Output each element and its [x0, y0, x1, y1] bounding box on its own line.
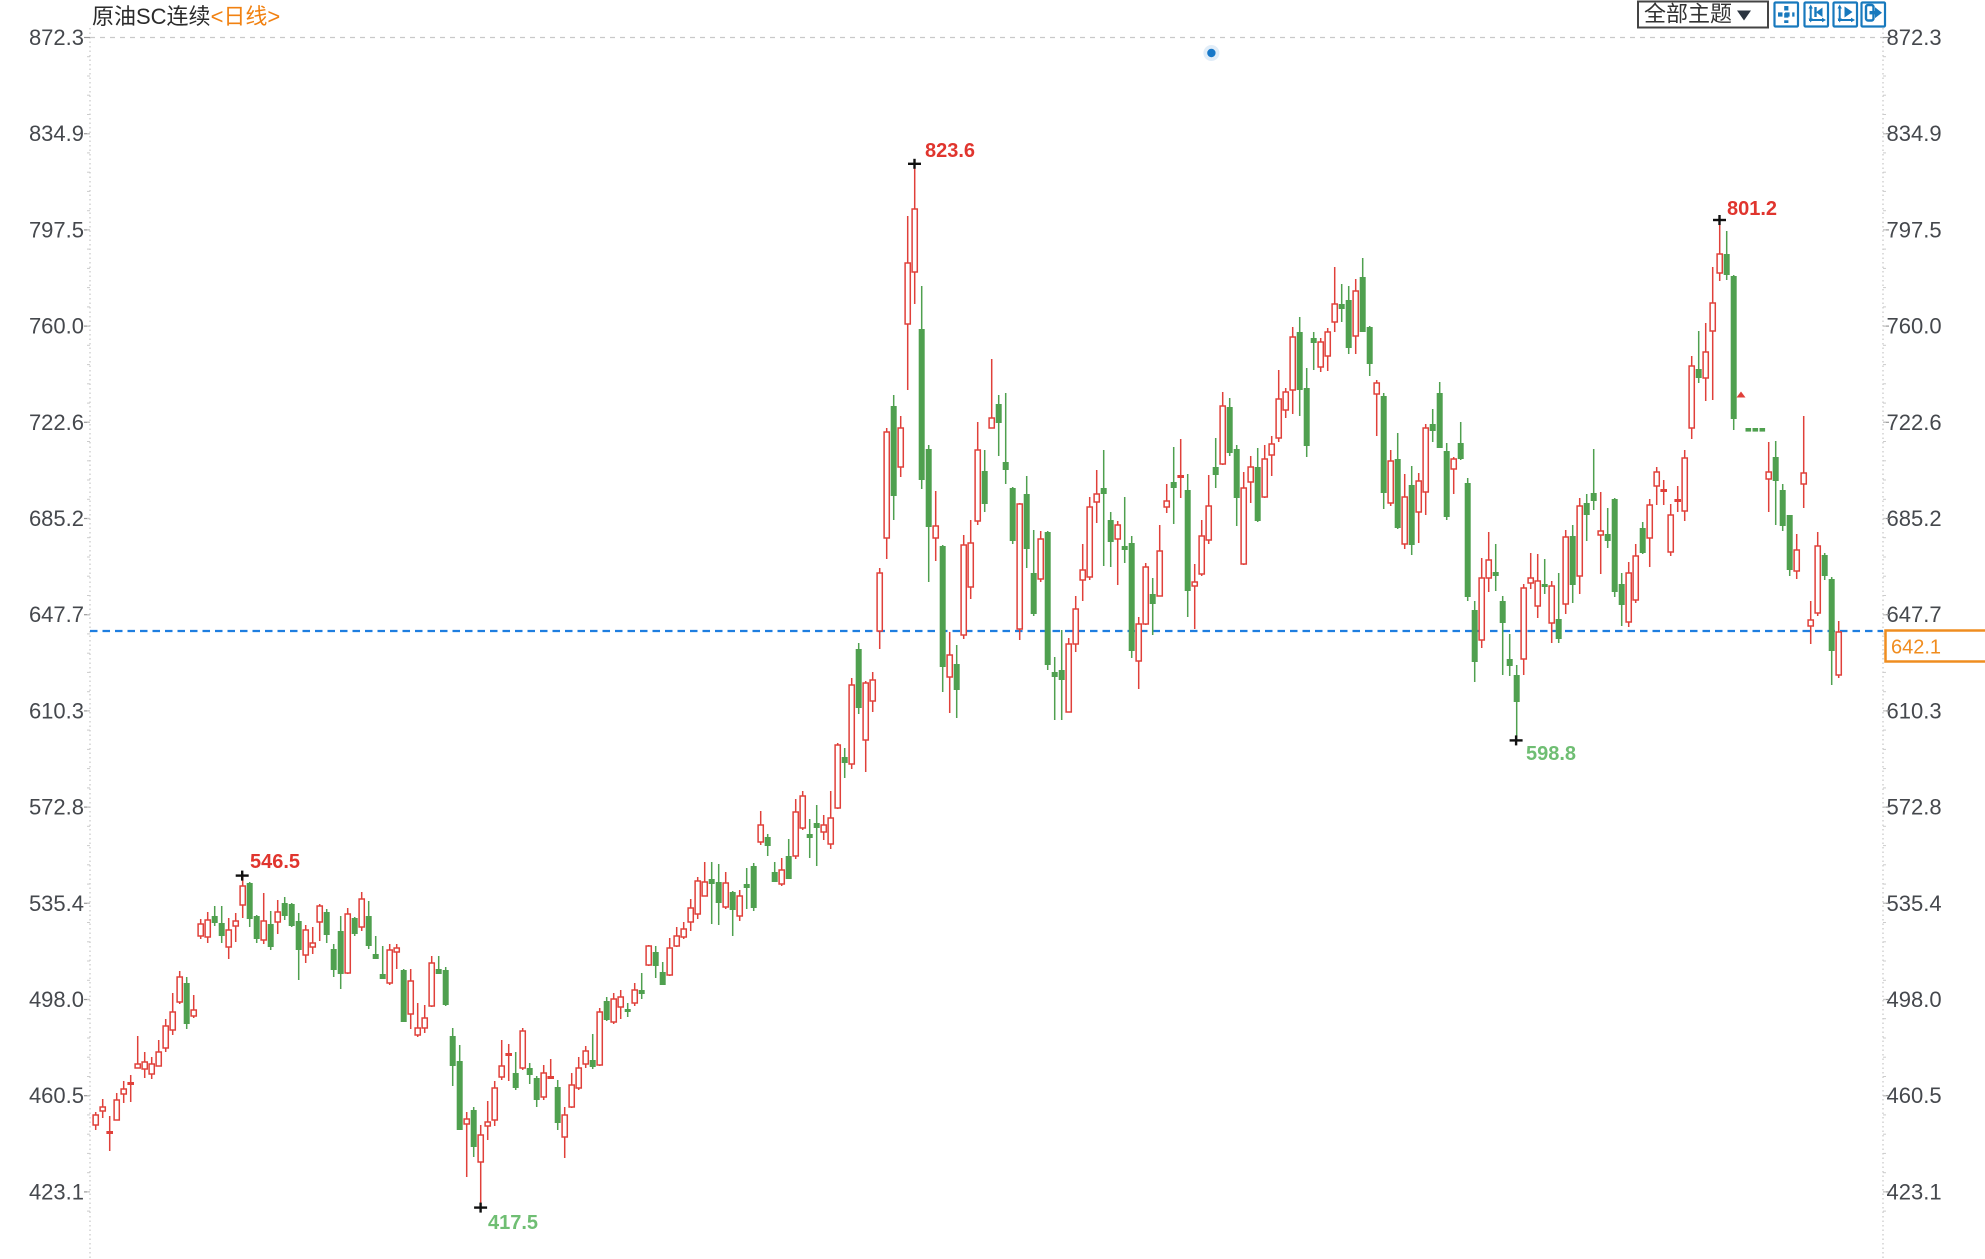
svg-text:834.9: 834.9 — [1887, 121, 1942, 146]
svg-text:610.3: 610.3 — [1887, 698, 1942, 723]
svg-text:546.5: 546.5 — [250, 851, 300, 873]
svg-text:647.7: 647.7 — [1887, 602, 1942, 627]
svg-text:572.8: 572.8 — [29, 795, 84, 820]
svg-text:全部主题: 全部主题 — [1644, 2, 1732, 27]
svg-text:423.1: 423.1 — [1887, 1179, 1942, 1204]
svg-text:417.5: 417.5 — [488, 1212, 538, 1234]
svg-text:642.1: 642.1 — [1891, 637, 1941, 659]
svg-text:647.7: 647.7 — [29, 602, 84, 627]
svg-text:572.8: 572.8 — [1887, 795, 1942, 820]
svg-text:823.6: 823.6 — [925, 140, 975, 162]
svg-text:685.2: 685.2 — [1887, 506, 1942, 531]
svg-text:760.0: 760.0 — [29, 314, 84, 339]
svg-text:423.1: 423.1 — [29, 1179, 84, 1204]
svg-text:834.9: 834.9 — [29, 121, 84, 146]
svg-text:610.3: 610.3 — [29, 698, 84, 723]
svg-text:535.4: 535.4 — [29, 891, 84, 916]
svg-text:原油SC连续<日线>: 原油SC连续<日线> — [92, 4, 280, 29]
svg-text:460.5: 460.5 — [29, 1083, 84, 1108]
svg-text:872.3: 872.3 — [1887, 25, 1942, 50]
svg-text:460.5: 460.5 — [1887, 1083, 1942, 1108]
svg-text:722.6: 722.6 — [1887, 410, 1942, 435]
svg-text:722.6: 722.6 — [29, 410, 84, 435]
svg-text:801.2: 801.2 — [1727, 198, 1777, 220]
svg-text:797.5: 797.5 — [1887, 217, 1942, 242]
svg-text:498.0: 498.0 — [29, 987, 84, 1012]
svg-text:498.0: 498.0 — [1887, 987, 1942, 1012]
svg-text:797.5: 797.5 — [29, 217, 84, 242]
svg-text:598.8: 598.8 — [1526, 743, 1576, 765]
svg-text:685.2: 685.2 — [29, 506, 84, 531]
svg-text:760.0: 760.0 — [1887, 314, 1942, 339]
svg-text:535.4: 535.4 — [1887, 891, 1942, 916]
svg-text:872.3: 872.3 — [29, 25, 84, 50]
